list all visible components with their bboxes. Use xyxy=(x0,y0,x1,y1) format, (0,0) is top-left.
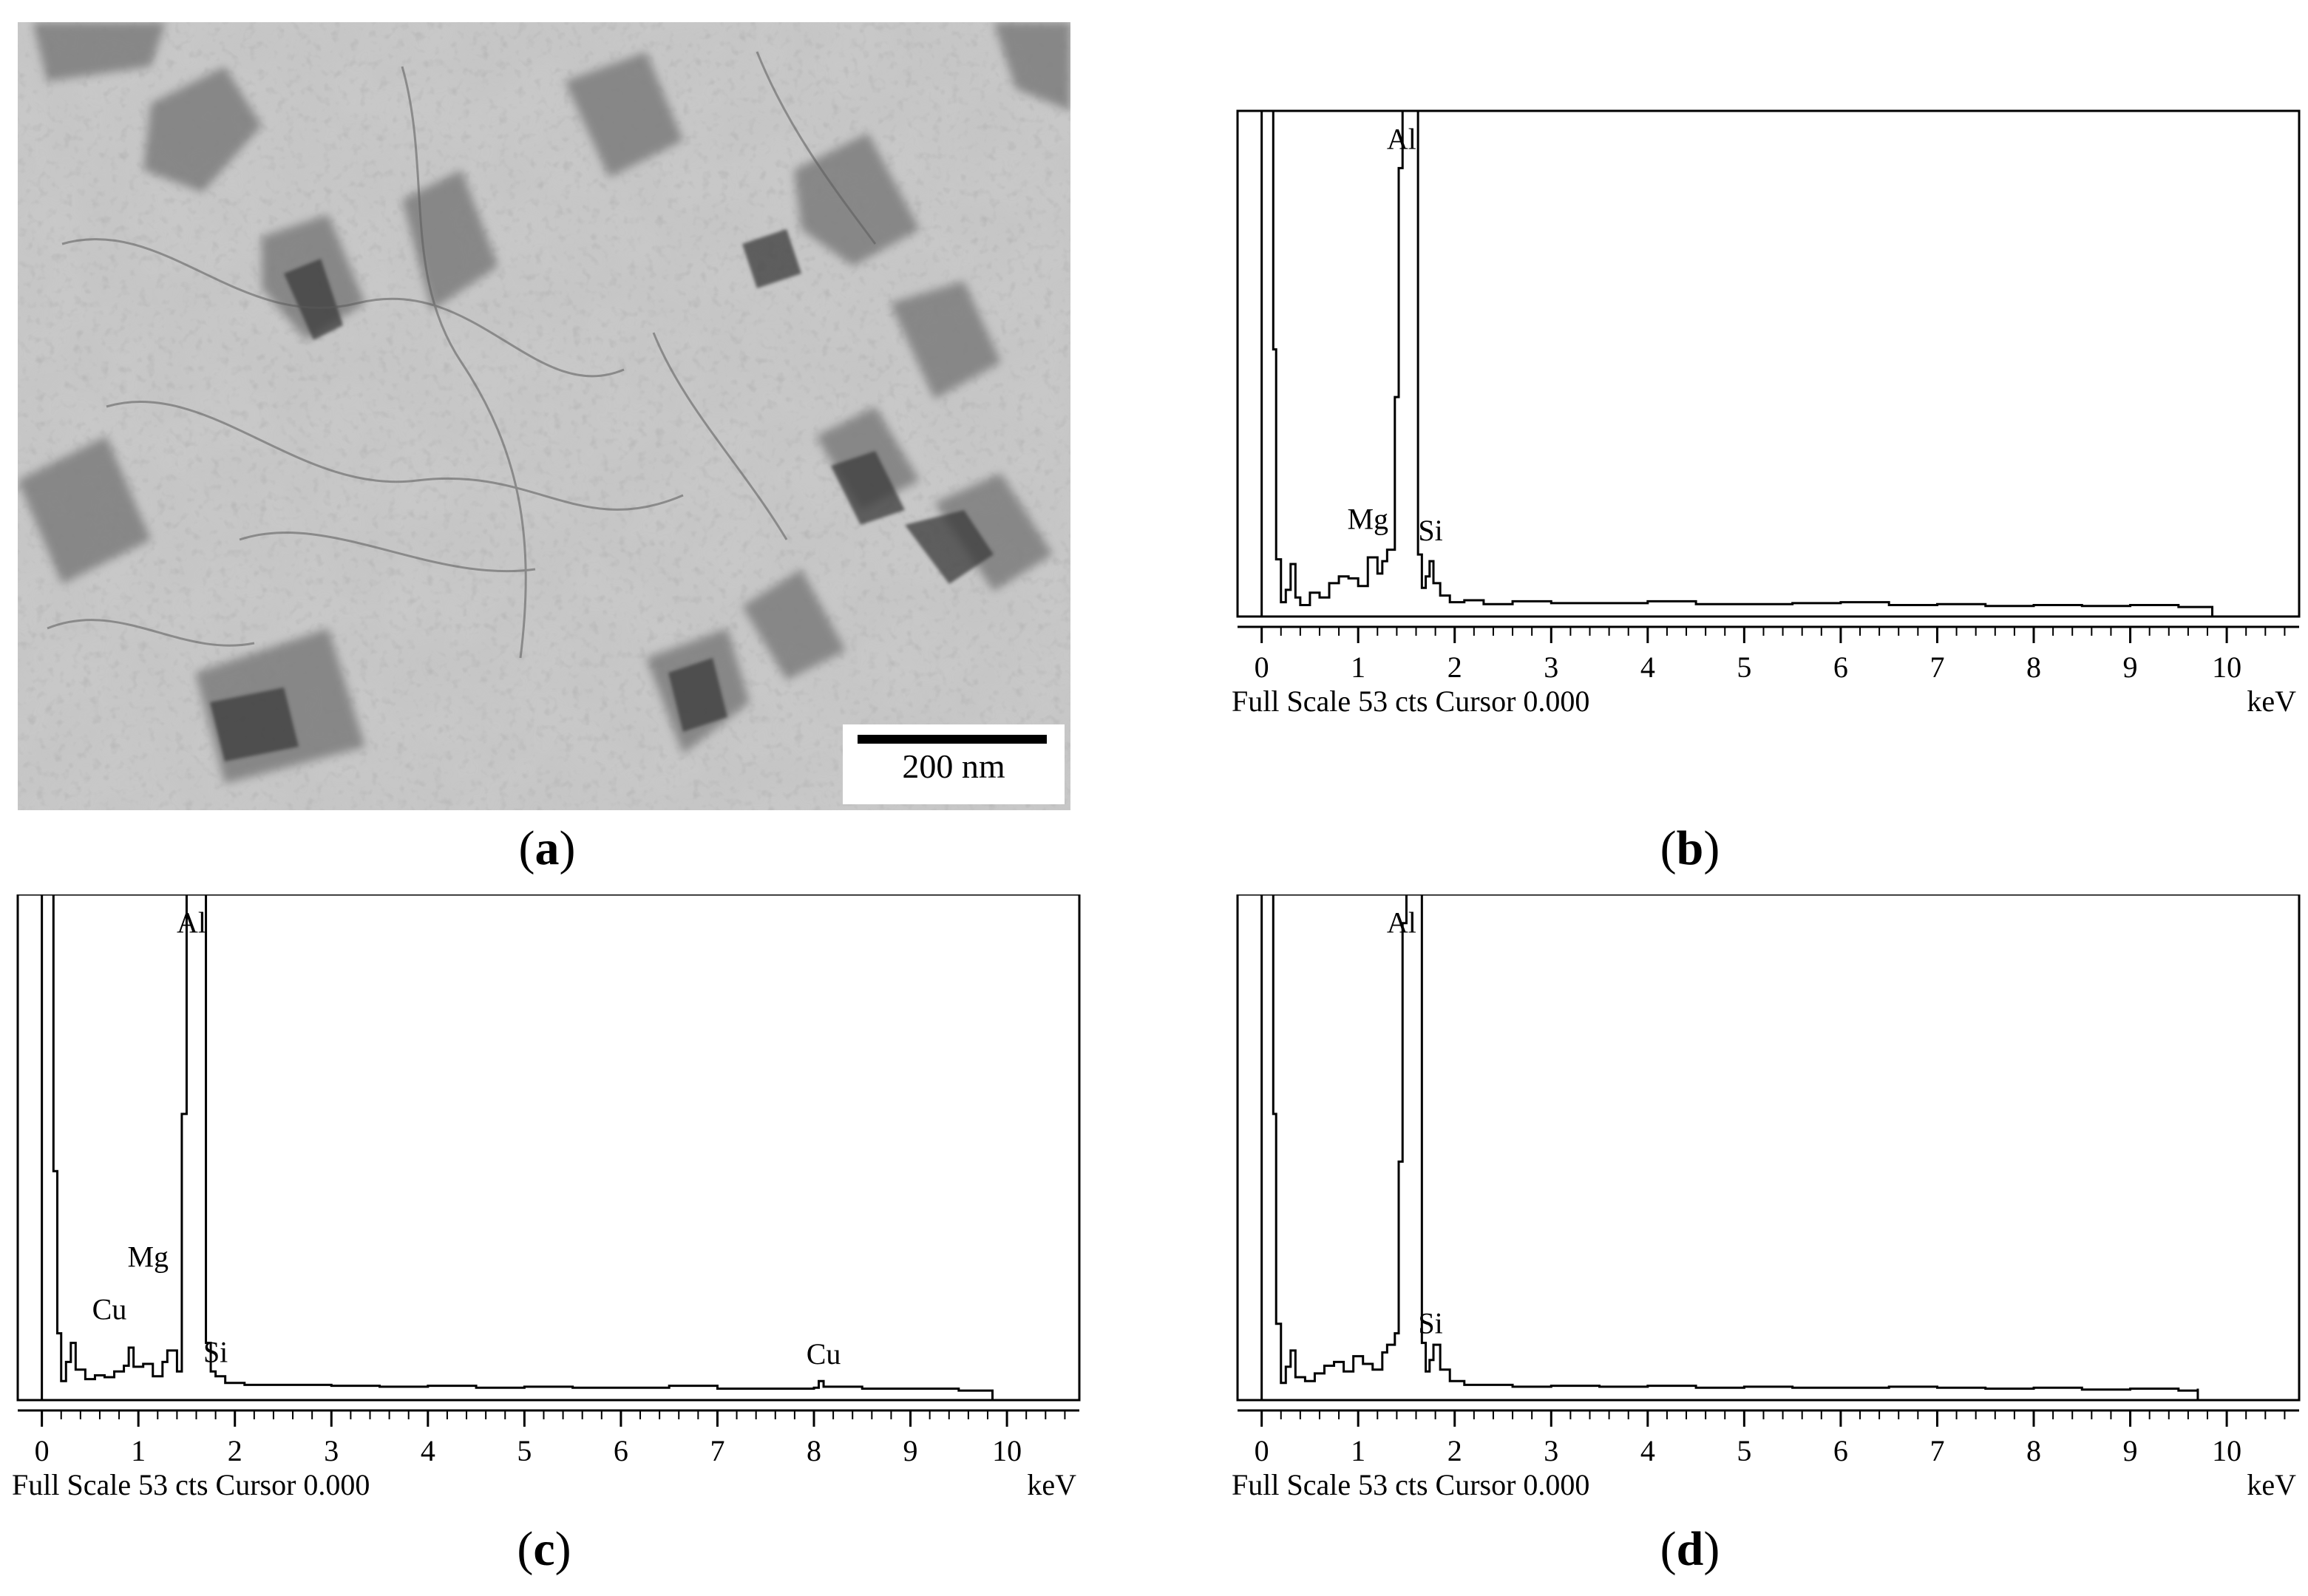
scale-bar-label: 200 nm xyxy=(902,747,1005,785)
x-tick-label: 6 xyxy=(614,1434,628,1467)
footer-status-text: Full Scale 53 cts Cursor 0.000 xyxy=(1232,1468,1589,1501)
spectrum-series-line xyxy=(1260,894,2199,1400)
panel-label-d: (d) xyxy=(1660,1522,1720,1576)
x-tick-label: 3 xyxy=(1544,1434,1558,1467)
plot-frame xyxy=(1236,894,2301,1402)
x-tick-label: 2 xyxy=(228,1434,242,1467)
x-tick-label: 4 xyxy=(421,1434,435,1467)
x-tick-label: 7 xyxy=(1929,651,1944,684)
peak-label-al: Al xyxy=(177,906,206,940)
eds-spectrum-d: 0 1 2 3 4 5 6 7 8 9 10 Al Si Full Scale 53 cts Cursor… xyxy=(1232,894,2301,1501)
x-tick-label: 0 xyxy=(35,1434,50,1467)
panel-d: 0 1 2 3 4 5 6 7 8 9 10 Al Si Full Scale 53 cts Cursor… xyxy=(1153,894,2308,1596)
x-tick-label: 4 xyxy=(1640,651,1655,684)
peak-label-si: Si xyxy=(203,1335,228,1368)
x-tick-label: 6 xyxy=(1833,651,1848,684)
x-tick-label: 6 xyxy=(1833,1434,1848,1467)
spectrum-series-line xyxy=(1260,109,2214,617)
x-tick-label: 8 xyxy=(2026,651,2041,684)
x-tick-label: 4 xyxy=(1640,1434,1655,1467)
x-unit-label: keV xyxy=(2247,685,2296,718)
x-tick-label: 5 xyxy=(1737,651,1751,684)
panel-a: 200 nm (a) xyxy=(0,0,1153,894)
x-tick-label: 0 xyxy=(1255,651,1269,684)
peak-label-mg: Mg xyxy=(127,1240,169,1273)
scale-bar: 200 nm xyxy=(843,724,1065,804)
x-tick-label: 10 xyxy=(2212,651,2241,684)
x-tick-label: 7 xyxy=(1929,1434,1944,1467)
x-tick-label: 2 xyxy=(1447,1434,1462,1467)
x-tick-label: 1 xyxy=(1351,651,1365,684)
panel-c: 0 1 2 3 4 5 6 7 8 9 10 Al Mg Cu Si Cu Full Scale 53 cts … xyxy=(0,894,1153,1596)
panel-label-b: (b) xyxy=(1660,821,1720,875)
x-tick-label: 7 xyxy=(710,1434,724,1467)
peak-label-cu: Cu xyxy=(807,1337,841,1371)
x-tick-label: 0 xyxy=(1255,1434,1269,1467)
peak-label-si: Si xyxy=(1418,1307,1442,1340)
x-unit-label: keV xyxy=(2247,1468,2296,1501)
x-tick-label: 9 xyxy=(903,1434,918,1467)
x-tick-label: 8 xyxy=(807,1434,821,1467)
footer-status-text: Full Scale 53 cts Cursor 0.000 xyxy=(12,1468,370,1501)
footer-status-text: Full Scale 53 cts Cursor 0.000 xyxy=(1232,685,1589,718)
x-tick-label: 3 xyxy=(1544,651,1558,684)
peak-label-al: Al xyxy=(1387,906,1416,940)
peak-label-al: Al xyxy=(1387,123,1416,156)
x-tick-label: 8 xyxy=(2026,1434,2041,1467)
x-tick-label: 9 xyxy=(2123,651,2138,684)
eds-spectrum-b: 0 1 2 3 4 5 6 7 8 9 10 Al Mg Si Full Scale 53 cts Curs… xyxy=(1232,109,2301,718)
x-tick-label: 10 xyxy=(992,1434,1022,1467)
tem-micrograph xyxy=(18,22,1070,810)
x-tick-label: 10 xyxy=(2212,1434,2241,1467)
scale-bar-line xyxy=(858,735,1047,744)
x-tick-label: 3 xyxy=(324,1434,339,1467)
peak-label-cu: Cu xyxy=(92,1292,127,1325)
x-tick-label: 1 xyxy=(1351,1434,1365,1467)
panel-label-a: (a) xyxy=(518,821,576,875)
spectrum-series-line xyxy=(41,894,994,1400)
x-tick-label: 5 xyxy=(1737,1434,1751,1467)
x-tick-label: 2 xyxy=(1447,651,1462,684)
peak-label-si: Si xyxy=(1418,514,1442,547)
peak-label-mg: Mg xyxy=(1347,502,1388,535)
x-tick-label: 1 xyxy=(131,1434,146,1467)
x-tick-label: 9 xyxy=(2123,1434,2138,1467)
plot-frame xyxy=(16,894,1081,1402)
x-unit-label: keV xyxy=(1027,1468,1076,1501)
plot-frame xyxy=(1236,109,2301,618)
panel-label-c: (c) xyxy=(517,1522,571,1576)
x-tick-label: 5 xyxy=(517,1434,532,1467)
panel-b: 0 1 2 3 4 5 6 7 8 9 10 Al Mg Si Full Scale 53 cts Curs… xyxy=(1153,0,2308,894)
